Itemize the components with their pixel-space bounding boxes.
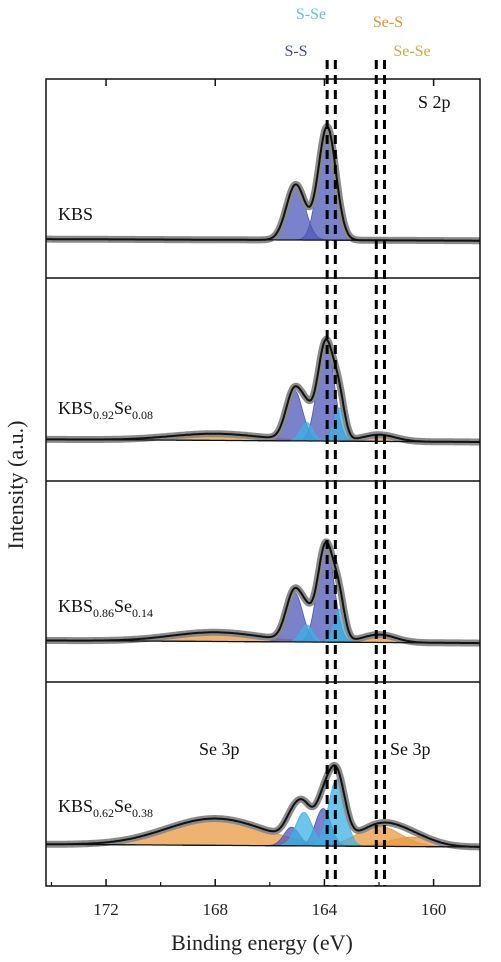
panel-2 bbox=[46, 335, 480, 446]
sample-label-2: KBS0.92Se0.08 bbox=[58, 398, 153, 422]
corner-label: S 2p bbox=[418, 92, 451, 112]
background-line bbox=[46, 843, 480, 848]
plot-frame bbox=[45, 78, 481, 887]
sample-label-3: KBS0.86Se0.14 bbox=[58, 596, 153, 620]
x-tick-label-164: 164 bbox=[312, 900, 338, 919]
panel-1 bbox=[46, 122, 480, 245]
se3p-label-left: Se 3p bbox=[199, 739, 240, 759]
frame-border bbox=[45, 78, 481, 887]
x-tick-label-160: 160 bbox=[421, 900, 447, 919]
label-se-s: Se-S bbox=[373, 14, 403, 31]
fit-envelope bbox=[46, 540, 480, 645]
peak-s-s-2 bbox=[46, 184, 480, 242]
fit-envelope bbox=[46, 124, 480, 242]
peak-s-s-1 bbox=[46, 543, 480, 644]
measured-data bbox=[46, 335, 480, 446]
background-line bbox=[46, 639, 480, 644]
panel-labels: KBS KBS0.92Se0.08 KBS0.86Se0.14 KBS0.62Se0.… bbox=[58, 204, 431, 820]
sample-label-4: KBS0.62Se0.38 bbox=[58, 796, 153, 820]
fit-envelope bbox=[46, 338, 480, 443]
background-line bbox=[46, 238, 480, 242]
panel-3 bbox=[46, 538, 480, 647]
peak-s-s-1 bbox=[46, 340, 480, 443]
x-tick-label-172: 172 bbox=[93, 900, 119, 919]
se3p-label-right: Se 3p bbox=[390, 739, 431, 759]
label-s-s: S-S bbox=[284, 43, 307, 60]
peak-s-s-1 bbox=[46, 126, 480, 242]
x-axis-title: Binding energy (eV) bbox=[171, 930, 353, 955]
fit-envelope bbox=[46, 764, 480, 848]
background-line bbox=[46, 438, 480, 443]
y-axis-title: Intensity (a.u.) bbox=[3, 421, 28, 550]
x-tick-label-168: 168 bbox=[202, 900, 228, 919]
label-se-se: Se-Se bbox=[393, 43, 430, 60]
sample-label-1: KBS bbox=[58, 204, 93, 224]
measured-data bbox=[46, 538, 480, 647]
measured-data bbox=[46, 122, 480, 245]
reference-lines bbox=[325, 60, 386, 886]
x-axis: 172 168 164 160 bbox=[50, 79, 447, 919]
label-s-se: S-Se bbox=[296, 6, 326, 23]
